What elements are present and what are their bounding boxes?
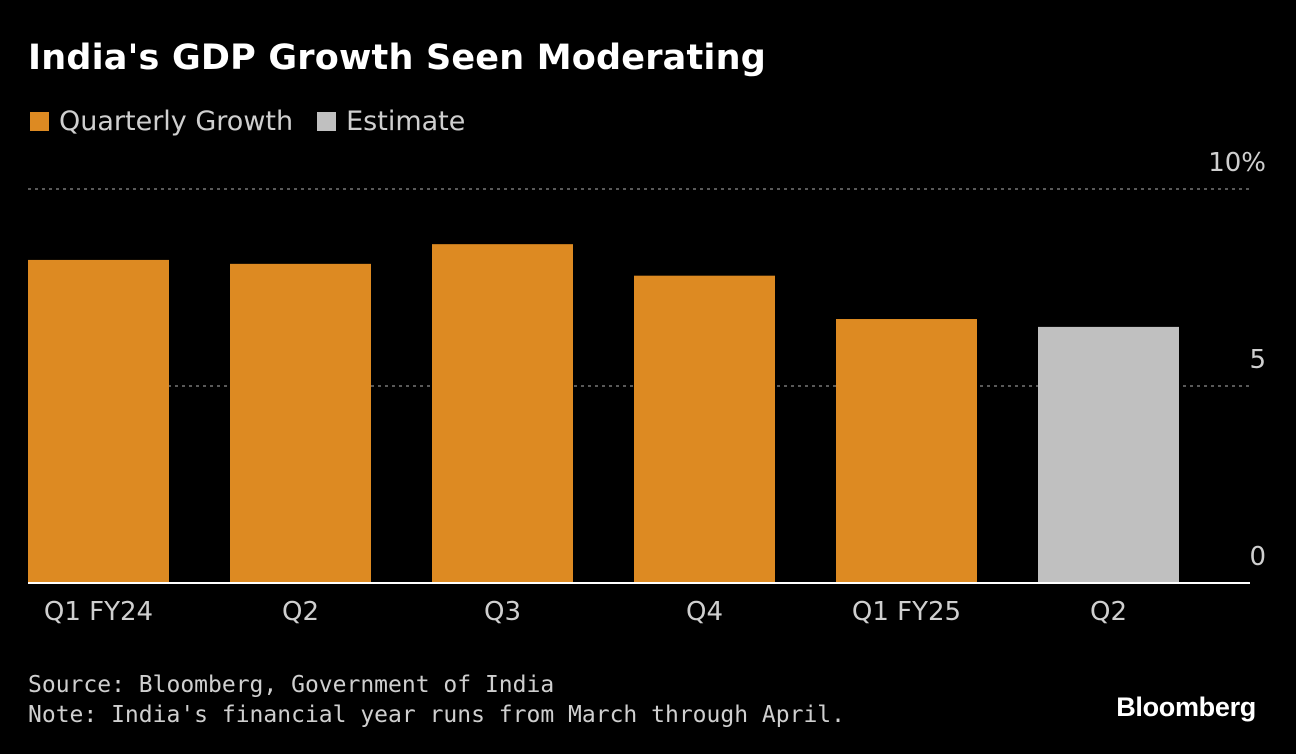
y-tick-label-2: 0	[1249, 542, 1266, 572]
legend: Quarterly Growth Estimate	[30, 106, 489, 137]
chart-title: India's GDP Growth Seen Moderating	[28, 38, 766, 78]
category-label-0: Q1 FY24	[44, 597, 153, 627]
category-label-1: Q2	[282, 597, 319, 627]
legend-label-estimate: Estimate	[346, 106, 466, 137]
legend-item-estimate: Estimate	[317, 106, 465, 137]
bar-1	[230, 263, 371, 583]
bar-3	[634, 275, 775, 583]
category-label-3: Q4	[686, 597, 723, 627]
footer: Source: Bloomberg, Government of India N…	[28, 670, 845, 730]
bar-2	[432, 244, 573, 583]
bar-5	[1038, 326, 1179, 583]
legend-item-quarterly-growth: Quarterly Growth	[30, 106, 293, 137]
category-label-4: Q1 FY25	[852, 597, 961, 627]
legend-swatch-estimate	[317, 112, 337, 131]
bar-0	[28, 259, 169, 583]
legend-swatch-quarterly-growth	[30, 112, 49, 131]
y-tick-label-1: 5	[1249, 345, 1266, 375]
category-label-2: Q3	[484, 597, 521, 627]
financial-year-note: Note: India's financial year runs from M…	[28, 702, 845, 728]
bar-4	[836, 319, 977, 583]
legend-label-quarterly-growth: Quarterly Growth	[59, 106, 294, 137]
y-tick-label-0: 10%	[1208, 148, 1266, 178]
source-note: Source: Bloomberg, Government of India	[28, 672, 555, 698]
bar-chart: Q1 FY24 Q2 Q3 Q4 Q1 FY25 Q2 10% 5 0	[28, 148, 1266, 627]
bloomberg-logo: Bloomberg	[1116, 692, 1256, 722]
category-label-5: Q2	[1090, 597, 1127, 627]
